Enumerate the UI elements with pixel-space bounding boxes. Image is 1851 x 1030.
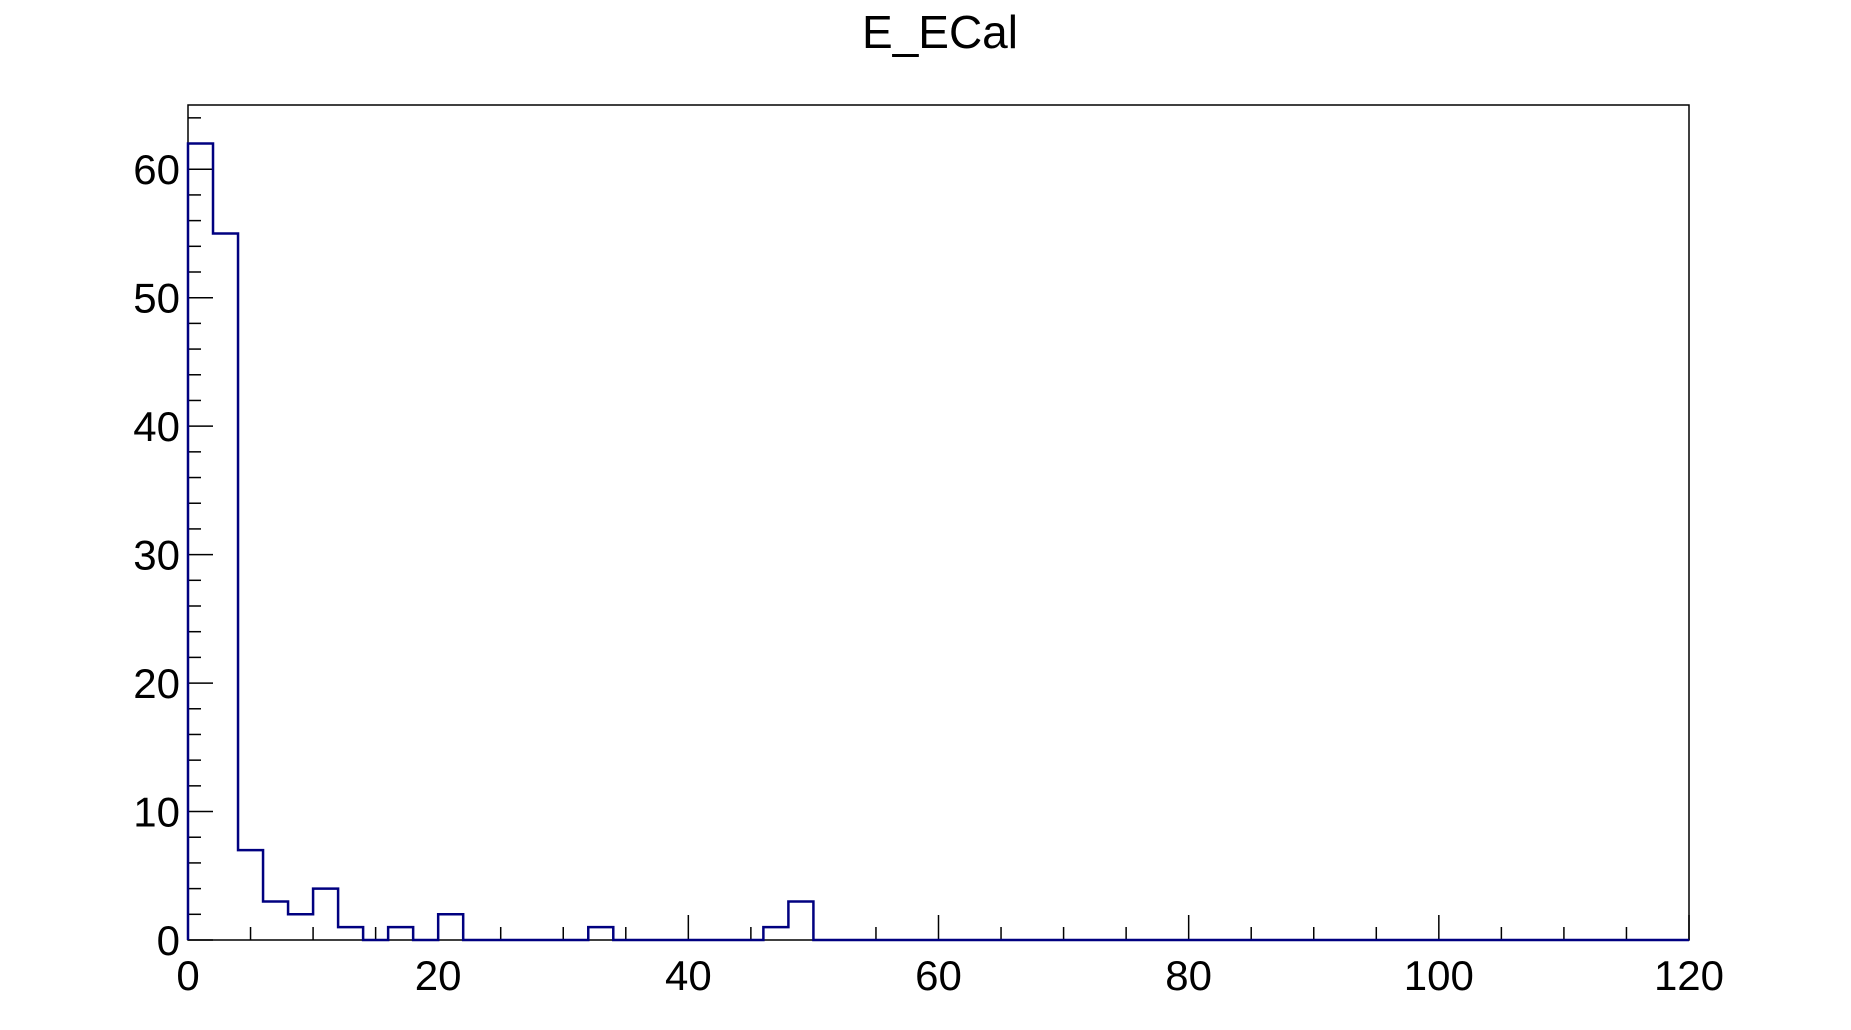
histogram-bin: [338, 927, 363, 940]
chart-title: E_ECal: [862, 6, 1018, 58]
x-tick-label: 120: [1654, 952, 1724, 999]
histogram-bin: [588, 927, 613, 940]
histogram-bin: [438, 914, 463, 940]
tick-labels: 0 20 40 60 80 100 120 0 10 20 30 40 50 60: [133, 146, 1724, 999]
x-tick-label: 60: [915, 952, 962, 999]
y-tick-label: 40: [133, 403, 180, 450]
histogram-bin: [238, 850, 263, 940]
axis-ticks: [187, 117, 1690, 941]
y-tick-label: 50: [133, 275, 180, 322]
x-tick-label: 100: [1404, 952, 1474, 999]
x-tick-label: 80: [1165, 952, 1212, 999]
histogram-outline: [186, 142, 1689, 942]
y-tick-label: 0: [157, 917, 180, 964]
histogram-bin: [213, 233, 238, 940]
histogram-bin: [263, 901, 288, 940]
histogram-bin: [188, 144, 213, 940]
x-tick-label: 40: [665, 952, 712, 999]
y-tick-label: 30: [133, 532, 180, 579]
histogram-bin: [788, 901, 813, 940]
histogram-bin: [288, 914, 313, 940]
histogram-bin: [388, 927, 413, 940]
histogram-bin: [763, 927, 788, 940]
y-tick-label: 20: [133, 660, 180, 707]
x-tick-label: 0: [176, 952, 199, 999]
plot-frame: [187, 104, 1690, 941]
x-tick-label: 20: [415, 952, 462, 999]
y-tick-label: 60: [133, 146, 180, 193]
histogram-bin: [313, 889, 338, 940]
histogram-bins: [188, 144, 813, 940]
y-tick-label: 10: [133, 789, 180, 836]
